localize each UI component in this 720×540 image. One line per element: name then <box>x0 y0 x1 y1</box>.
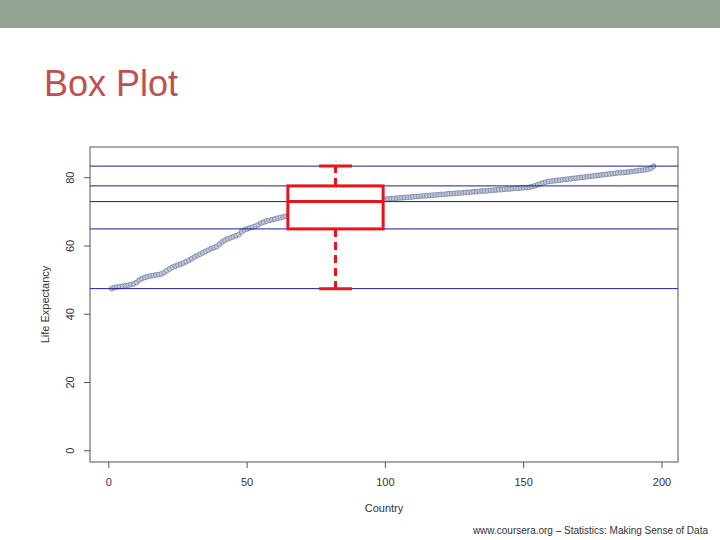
y-axis-label: Life Expectancy <box>39 265 51 343</box>
x-tick <box>523 462 524 468</box>
y-tick-label: 60 <box>64 240 76 252</box>
top-band <box>0 0 720 28</box>
plot-frame <box>90 147 678 462</box>
quartile-line <box>90 288 678 289</box>
y-tick-label: 20 <box>64 376 76 388</box>
y-tick <box>84 450 90 451</box>
x-tick <box>108 462 109 468</box>
box <box>288 186 383 229</box>
x-tick-label: 150 <box>514 476 532 488</box>
median <box>288 200 383 203</box>
x-tick-label: 200 <box>653 476 671 488</box>
slide: Box Plot www.coursera.org – Statistics: M… <box>0 0 720 540</box>
x-tick-label: 50 <box>241 476 253 488</box>
title: Box Plot <box>44 63 178 104</box>
y-tick <box>84 177 90 178</box>
x-tick <box>385 462 386 468</box>
quartile-line <box>90 166 678 167</box>
plot-marks <box>90 164 678 291</box>
canvas: Box Plot www.coursera.org – Statistics: M… <box>0 0 720 540</box>
whisker-cap-min <box>319 287 352 290</box>
x-tick-label: 100 <box>376 476 394 488</box>
x-tick <box>247 462 248 468</box>
x-tick <box>661 462 662 468</box>
y-tick <box>84 314 90 315</box>
y-tick-label: 0 <box>64 448 76 454</box>
y-tick-label: 80 <box>64 172 76 184</box>
y-tick <box>84 382 90 383</box>
y-tick <box>84 245 90 246</box>
x-tick-label: 0 <box>106 476 112 488</box>
whisker-cap-max <box>319 165 352 168</box>
y-tick-label: 40 <box>64 308 76 320</box>
footer: www.coursera.org – Statistics: Making Se… <box>472 525 709 536</box>
upper-whisker <box>334 166 337 186</box>
x-axis-label: Country <box>365 502 404 514</box>
lower-whisker <box>334 229 337 289</box>
